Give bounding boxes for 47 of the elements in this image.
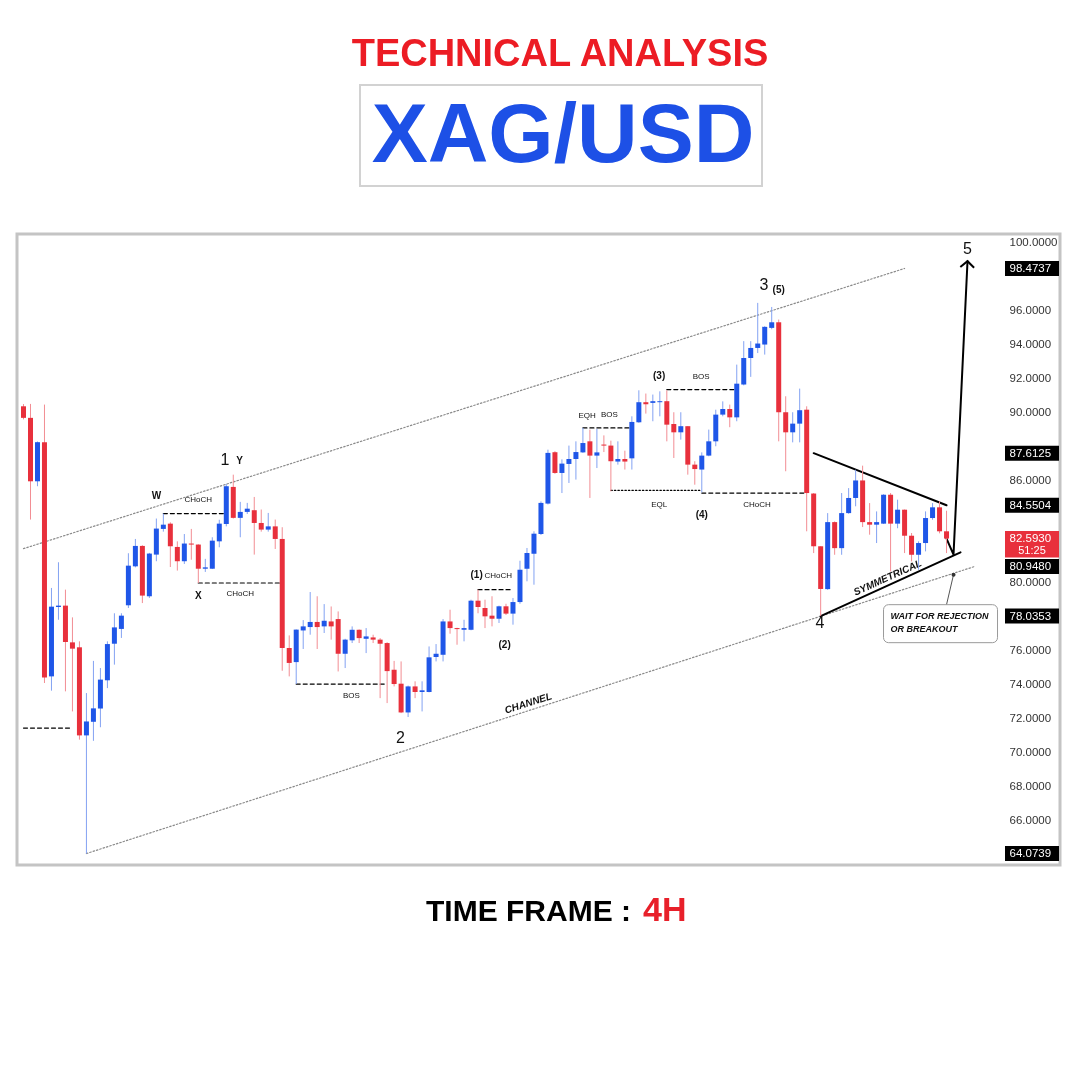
annotation: CHoCH <box>226 589 255 599</box>
y-tick-label: 74.0000 <box>1009 678 1052 691</box>
chart-subtitle: XAG/USD <box>371 86 755 180</box>
y-tick-label: 80.9480 <box>1009 560 1052 573</box>
annotation: WAIT FOR REJECTION OR BREAKOUT <box>890 610 990 634</box>
text: TIME FRAME : 4H <box>426 890 687 928</box>
y-tick-label: 96.0000 <box>1009 304 1052 317</box>
chart-title: TECHNICAL ANALYSIS <box>351 32 769 74</box>
annotation: (5) <box>772 284 785 296</box>
annotation: 4 <box>815 613 825 631</box>
y-tick-label: 76.0000 <box>1009 644 1052 657</box>
annotation: 1 <box>220 450 230 468</box>
annotation: (3) <box>653 369 666 381</box>
y-tick-label: 86.0000 <box>1009 474 1052 487</box>
y-tick-label: 78.0353 <box>1009 609 1052 622</box>
annotation: (2) <box>498 638 511 650</box>
y-tick-label: 94.0000 <box>1009 338 1052 351</box>
annotation: EQH <box>578 411 596 421</box>
annotation: W <box>151 490 162 502</box>
annotation: CHoCH <box>484 571 513 581</box>
annotation: BOS <box>692 371 710 381</box>
annotation: (4) <box>695 508 708 520</box>
annotation: 5 <box>963 240 973 258</box>
text: 51:25 <box>1018 544 1046 557</box>
annotation: Y <box>236 454 244 466</box>
annotation: CHoCH <box>184 494 213 504</box>
annotation: 3 <box>759 275 769 293</box>
y-tick-label: 92.0000 <box>1009 372 1052 385</box>
y-tick-label: 72.0000 <box>1009 712 1052 725</box>
y-tick-label: 64.0739 <box>1009 847 1052 860</box>
y-tick-label: 90.0000 <box>1009 406 1052 419</box>
annotation: CHoCH <box>743 499 772 509</box>
y-tick-label: 66.0000 <box>1009 814 1052 827</box>
y-tick-label: 98.4737 <box>1009 261 1052 274</box>
y-tick-label: 80.0000 <box>1009 576 1052 589</box>
y-tick-label: 87.6125 <box>1009 446 1052 459</box>
y-tick-label: 70.0000 <box>1009 746 1052 759</box>
y-tick-label: 84.5504 <box>1009 498 1052 511</box>
annotation: BOS <box>343 690 360 700</box>
y-tick-label: 68.0000 <box>1009 780 1052 793</box>
y-tick-label: 100.0000 <box>1009 236 1058 248</box>
annotation: (1) <box>470 568 483 580</box>
y-tick-label: 82.5930 <box>1009 532 1052 545</box>
annotation: BOS <box>601 410 618 420</box>
annotation: X <box>194 590 202 602</box>
annotation: EQL <box>651 499 668 509</box>
annotation: 2 <box>395 728 405 746</box>
